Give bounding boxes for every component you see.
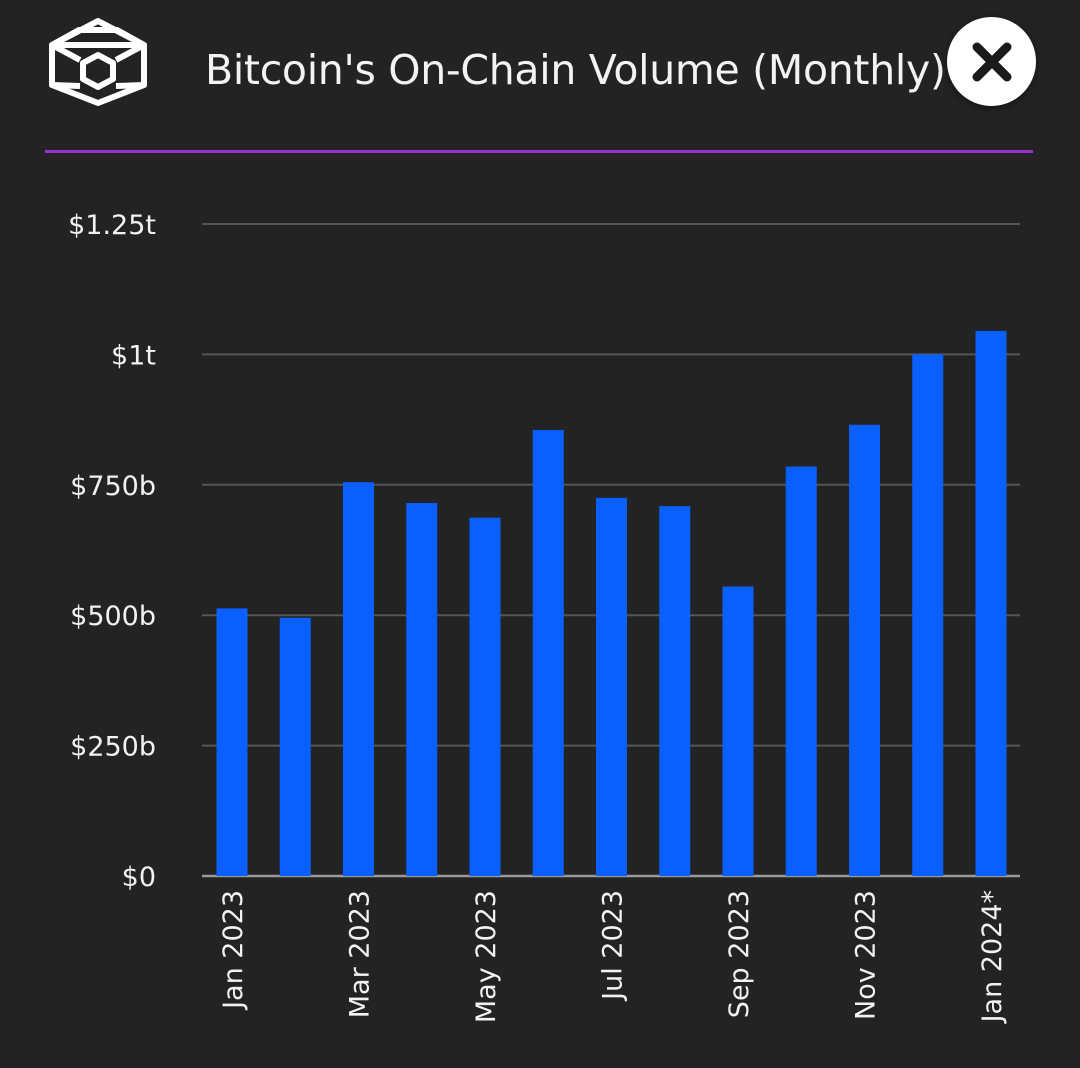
cube-logo-icon <box>49 18 147 106</box>
x-tick-label: Mar 2023 <box>345 890 376 1018</box>
y-tick-label: $1t <box>111 340 156 371</box>
y-tick-label: $750b <box>70 471 156 502</box>
bar-jul-2023 <box>596 497 627 876</box>
x-tick-label: Nov 2023 <box>851 890 882 1020</box>
y-tick-label: $1.25t <box>68 210 156 241</box>
title-divider <box>45 150 1033 153</box>
x-tick-label: Jan 2024* <box>977 890 1008 1024</box>
x-tick-label: Jan 2023 <box>218 890 249 1011</box>
x-tick-label: Sep 2023 <box>724 890 755 1018</box>
x-tick-label: Jul 2023 <box>598 890 629 1002</box>
y-tick-label: $0 <box>122 862 156 893</box>
bar-feb-2023 <box>279 617 311 876</box>
bar-jun-2023 <box>532 430 564 876</box>
bar-jan-2023 <box>216 608 248 876</box>
bar-jan-2024- <box>975 330 1007 876</box>
close-icon <box>972 42 1011 81</box>
bar-sep-2023 <box>722 586 754 876</box>
x-tick-label: May 2023 <box>471 890 502 1023</box>
bar-chart: $0 $250b $500b $750b $1t $1.25t Jan 2023 Mar 20… <box>0 160 1080 1068</box>
y-tick-label: $250b <box>70 732 156 763</box>
bar-oct-2023 <box>785 466 817 876</box>
bar-may-2023 <box>469 517 501 876</box>
bar-nov-2023 <box>849 424 880 876</box>
bar-mar-2023 <box>343 482 374 876</box>
chart-header: Bitcoin's On-Chain Volume (Monthly) <box>0 0 1080 160</box>
bar-aug-2023 <box>659 506 691 876</box>
chart-canvas: $0 $250b $500b $750b $1t $1.25t Jan 2023 Mar 20… <box>68 210 1020 1024</box>
chart-title: Bitcoin's On-Chain Volume (Monthly) <box>205 46 946 94</box>
bar-apr-2023 <box>406 503 438 876</box>
y-tick-label: $500b <box>70 601 156 632</box>
close-button[interactable] <box>947 17 1036 106</box>
bar-dec-2023 <box>912 354 944 876</box>
